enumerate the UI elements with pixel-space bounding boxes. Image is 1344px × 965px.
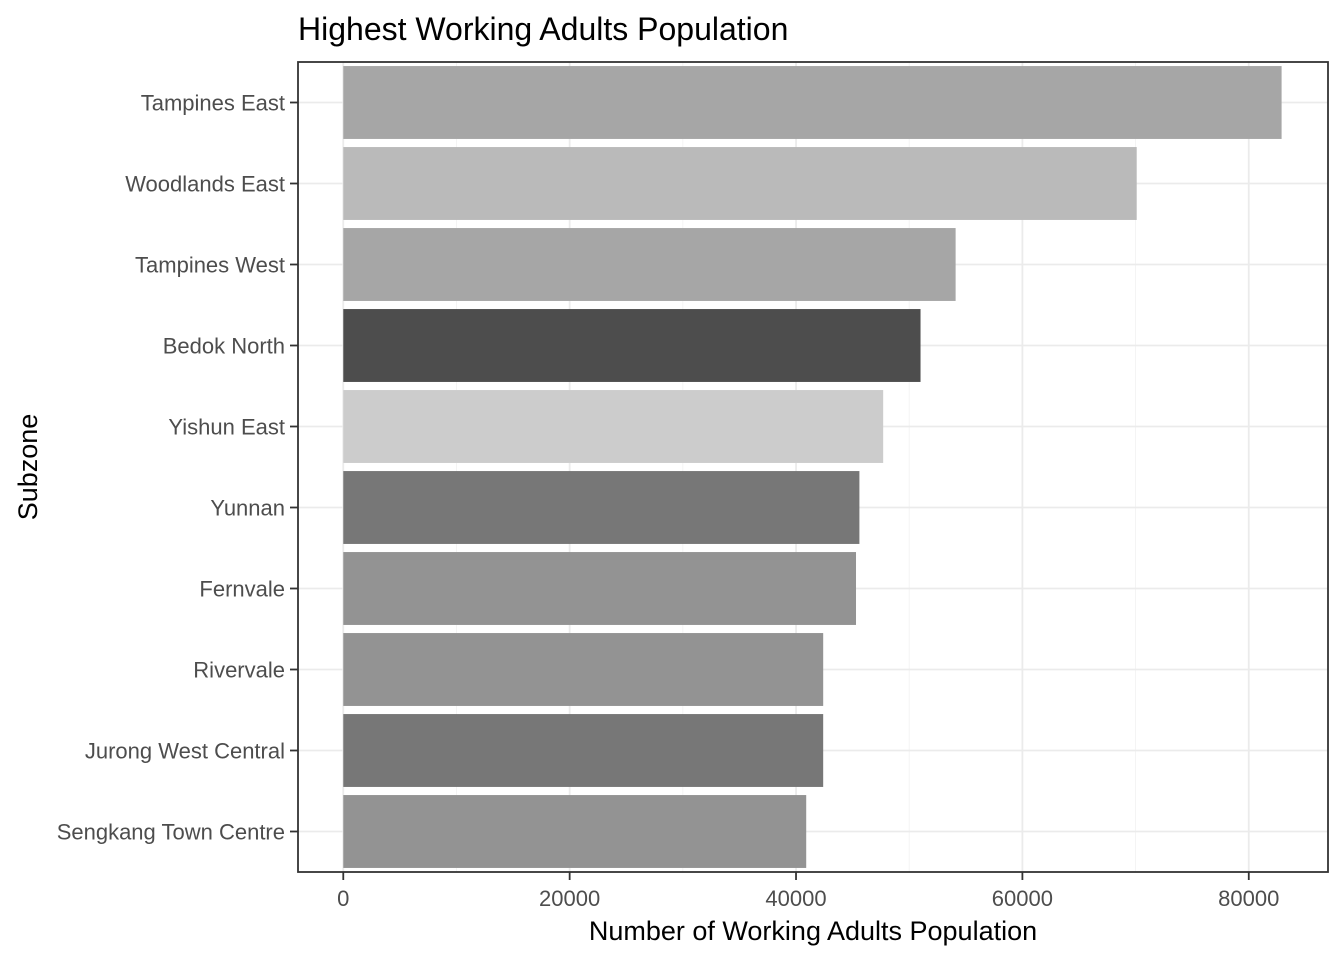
x-tick-label: 20000: [539, 886, 600, 911]
bar: [343, 66, 1282, 139]
bar: [343, 147, 1137, 220]
y-tick-label: Yunnan: [210, 496, 285, 521]
bar: [343, 309, 921, 382]
chart-title: Highest Working Adults Population: [298, 11, 788, 47]
y-tick-label: Yishun East: [168, 415, 285, 440]
x-tick-label: 80000: [1218, 886, 1279, 911]
y-tick-label: Bedok North: [163, 334, 285, 359]
bar: [343, 795, 807, 868]
bar: [343, 633, 824, 706]
x-tick-label: 60000: [992, 886, 1053, 911]
bar: [343, 552, 857, 625]
y-axis: Tampines East Woodlands East Tampines West…: [57, 91, 298, 845]
bar: [343, 228, 956, 301]
y-tick-label: Tampines East: [141, 91, 285, 116]
y-tick-label: Woodlands East: [125, 172, 285, 197]
bar: [343, 471, 860, 544]
bar: [343, 714, 824, 787]
bars: [343, 66, 1282, 868]
x-tick-label: 40000: [765, 886, 826, 911]
plot-panel-border: [297, 61, 1329, 873]
y-axis-title: Subzone: [13, 414, 43, 521]
y-tick-label: Fernvale: [199, 577, 285, 602]
x-axis-title: Number of Working Adults Population: [589, 916, 1037, 946]
x-tick-label: 0: [337, 886, 349, 911]
bar: [343, 390, 884, 463]
x-axis: 0 20000 40000 60000 80000: [337, 872, 1279, 911]
y-tick-label: Sengkang Town Centre: [57, 820, 285, 845]
y-tick-label: Jurong West Central: [85, 739, 285, 764]
y-tick-label: Rivervale: [193, 658, 285, 683]
y-tick-label: Tampines West: [135, 253, 285, 278]
